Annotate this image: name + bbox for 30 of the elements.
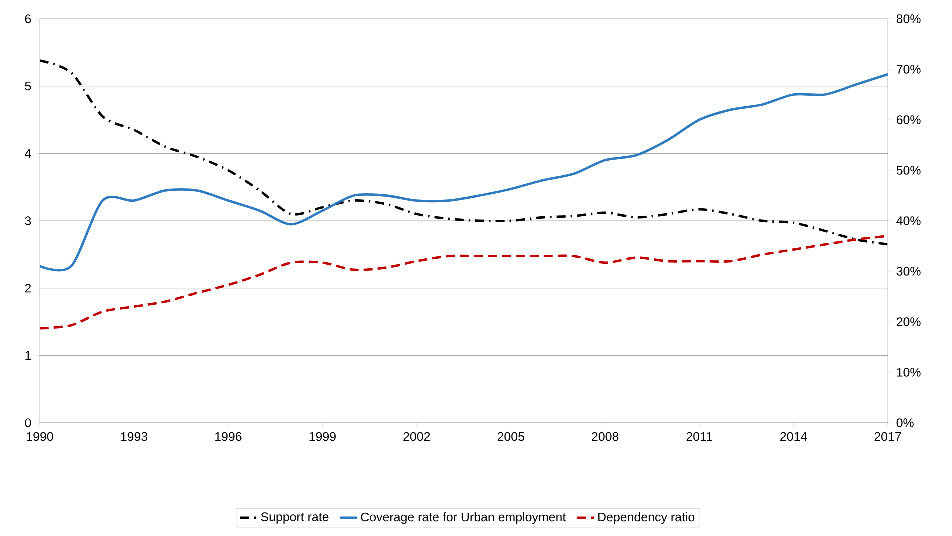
y2-tick-label: 50% (896, 166, 921, 175)
y-tick-label: 1 (26, 351, 32, 360)
y2-tick-label: 40% (896, 216, 921, 226)
y-tick-label: 0 (25, 418, 32, 428)
x-tick-label: 1999 (310, 432, 336, 442)
legend-label: Support rate (261, 512, 329, 524)
y-tick-label: 3 (25, 216, 32, 226)
legend-label: Dependency ratio (598, 512, 695, 524)
y2-tick-label: 80% (896, 14, 921, 24)
y-tick-label: 5 (25, 82, 32, 91)
x-tick-label: 2005 (498, 432, 524, 442)
x-tick-label: 2011 (686, 432, 712, 442)
y2-tick-label: 60% (896, 116, 921, 124)
y2-tick-label: 70% (896, 65, 921, 74)
x-tick-label: 1990 (27, 432, 54, 442)
x-tick-label: 2017 (874, 432, 902, 442)
x-tick-label: 2002 (404, 432, 430, 442)
y-tick-label: 6 (25, 14, 32, 24)
y2-tick-label: 10% (897, 368, 921, 377)
y-tick-label: 4 (25, 149, 32, 158)
x-tick-label: 2008 (592, 432, 619, 442)
x-tick-label: 1993 (121, 432, 148, 442)
y2-tick-label: 20% (896, 318, 921, 326)
x-tick-label: 1996 (216, 432, 242, 442)
y2-tick-label: 0% (896, 418, 914, 428)
y2-tick-label: 30% (896, 267, 921, 276)
y-tick-label: 2 (25, 284, 32, 293)
legend-label: Coverage rate for Urban employment (361, 512, 566, 524)
x-tick-label: 2014 (780, 432, 808, 442)
line-series (40, 60, 888, 246)
